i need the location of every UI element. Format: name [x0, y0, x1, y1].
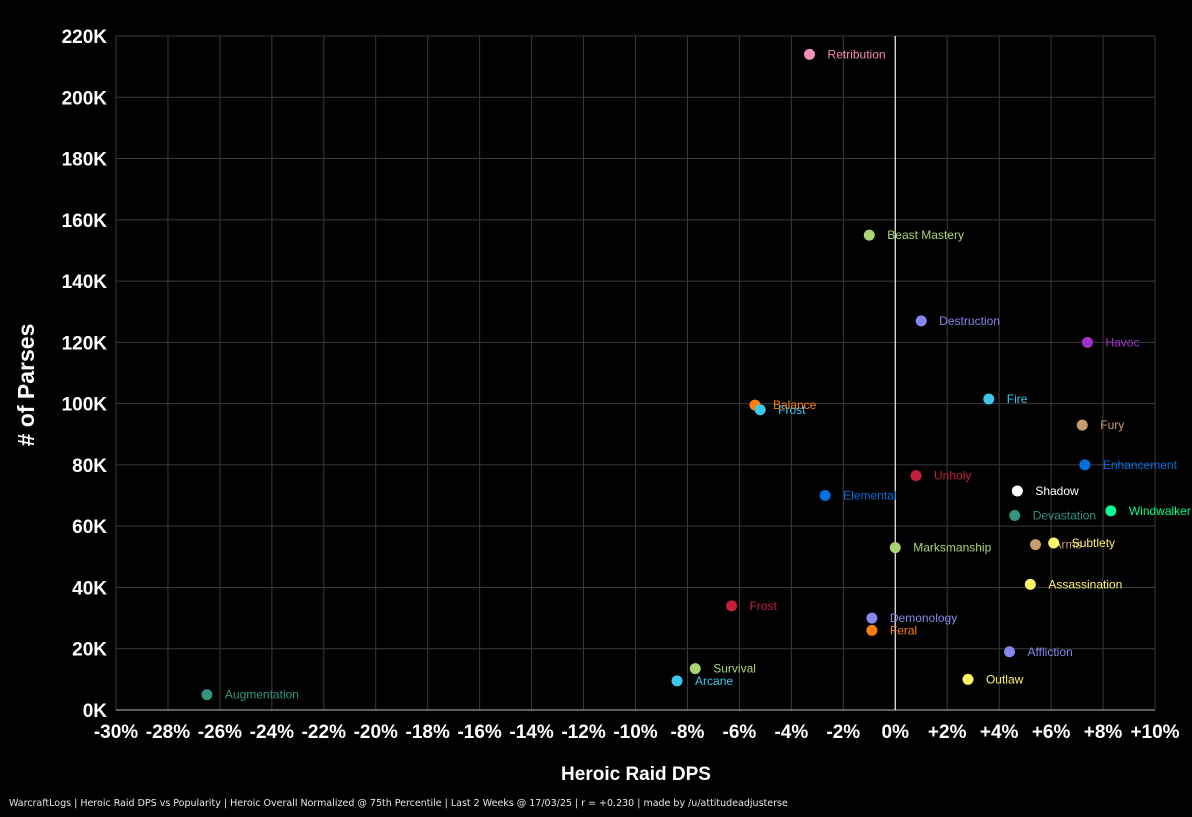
data-point	[1004, 646, 1016, 658]
data-point	[1030, 539, 1042, 551]
data-point-label: Elemental	[843, 489, 896, 503]
data-point	[983, 393, 995, 405]
x-tick-label: -22%	[302, 722, 346, 743]
x-tick-label: +6%	[1032, 722, 1071, 743]
y-tick-label: 220K	[62, 27, 108, 48]
x-tick-label: -6%	[723, 722, 757, 743]
x-axis: -30% -28% -26% -24% -22% -20% -18% -16% -14% -12%…	[94, 722, 1180, 743]
x-tick-label: -4%	[774, 722, 808, 743]
footer-caption: WarcraftLogs | Heroic Raid DPS vs Popula…	[9, 798, 788, 809]
data-point-label: Marksmanship	[913, 541, 991, 555]
data-point	[1024, 578, 1036, 590]
y-tick-label: 60K	[72, 517, 107, 538]
data-point	[201, 689, 213, 701]
x-tick-label: -10%	[613, 722, 657, 743]
y-tick-label: 140K	[62, 272, 108, 293]
data-point-label: Unholy	[934, 469, 971, 483]
y-axis-label: # of Parses	[13, 324, 39, 447]
data-point-label: Arcane	[695, 674, 733, 688]
data-point	[1081, 336, 1093, 348]
y-tick-label: 160K	[62, 211, 108, 232]
data-point	[1076, 419, 1088, 431]
y-tick-label: 20K	[72, 640, 107, 661]
x-tick-label: -18%	[406, 722, 450, 743]
data-point-label: Demonology	[890, 611, 957, 625]
data-point	[1009, 509, 1021, 521]
data-point-label: Affliction	[1028, 645, 1073, 659]
y-axis: 0K 20K 40K 60K 80K 100K 120K 140K 160K 180K 200K 22…	[62, 27, 108, 722]
y-tick-label: 80K	[72, 456, 107, 477]
data-point-label: Beast Mastery	[887, 228, 964, 242]
data-point-label: Frost	[750, 599, 778, 613]
x-tick-label: -14%	[509, 722, 553, 743]
x-tick-label: -12%	[561, 722, 605, 743]
y-tick-label: 0K	[83, 701, 108, 722]
y-tick-label: 100K	[62, 395, 108, 416]
data-point	[689, 663, 701, 675]
x-tick-label: -30%	[94, 722, 138, 743]
data-point-label: Augmentation	[225, 688, 299, 702]
data-point-label: Fury	[1100, 418, 1124, 432]
data-point	[962, 673, 974, 685]
data-point	[754, 404, 766, 416]
data-point	[726, 600, 738, 612]
data-point	[1105, 505, 1117, 517]
data-point-label: Frost	[778, 403, 806, 417]
data-point	[804, 48, 816, 60]
y-tick-label: 120K	[62, 333, 108, 354]
data-point-label: Outlaw	[986, 672, 1024, 686]
x-tick-label: -24%	[250, 722, 294, 743]
data-point	[819, 490, 831, 502]
data-point-label: Destruction	[939, 314, 1000, 328]
x-tick-label: 0%	[882, 722, 910, 743]
data-point	[915, 315, 927, 327]
data-point-label: Balance	[773, 398, 817, 412]
data-point-label: Shadow	[1035, 484, 1079, 498]
data-point	[1011, 485, 1023, 497]
x-axis-label: Heroic Raid DPS	[561, 764, 711, 785]
x-tick-label: -2%	[826, 722, 860, 743]
x-tick-label: -8%	[671, 722, 705, 743]
data-point	[866, 624, 878, 636]
data-point	[1048, 537, 1060, 549]
data-point-label: Subtlety	[1072, 536, 1115, 550]
x-tick-label: +8%	[1084, 722, 1123, 743]
y-tick-label: 40K	[72, 578, 107, 599]
data-point-label: Feral	[890, 623, 917, 637]
grid	[115, 35, 1156, 711]
x-tick-label: -28%	[146, 722, 190, 743]
data-point-label: Fire	[1007, 392, 1028, 406]
y-tick-label: 180K	[62, 150, 108, 171]
data-point	[889, 542, 901, 554]
data-point	[910, 470, 922, 482]
data-point-label: Havoc	[1105, 335, 1139, 349]
y-tick-label: 200K	[62, 88, 108, 109]
data-points: Retribution Beast Mastery Destruction Havoc…	[201, 47, 1191, 702]
x-tick-label: -16%	[457, 722, 501, 743]
data-point-label: Arms	[1054, 538, 1082, 552]
data-point-label: Enhancement	[1103, 458, 1178, 472]
data-point	[1079, 459, 1091, 471]
data-point	[671, 675, 683, 687]
data-point	[863, 229, 875, 241]
data-point-label: Devastation	[1033, 508, 1096, 522]
x-tick-label: +4%	[980, 722, 1019, 743]
data-point-label: Survival	[713, 662, 756, 676]
data-point-label: Assassination	[1048, 577, 1122, 591]
x-tick-label: +10%	[1130, 722, 1179, 743]
data-point-label: Retribution	[828, 47, 886, 61]
data-point	[866, 612, 878, 624]
x-tick-label: -20%	[354, 722, 398, 743]
data-point-label: Windwalker	[1129, 504, 1191, 518]
x-tick-label: +2%	[928, 722, 967, 743]
x-tick-label: -26%	[198, 722, 242, 743]
